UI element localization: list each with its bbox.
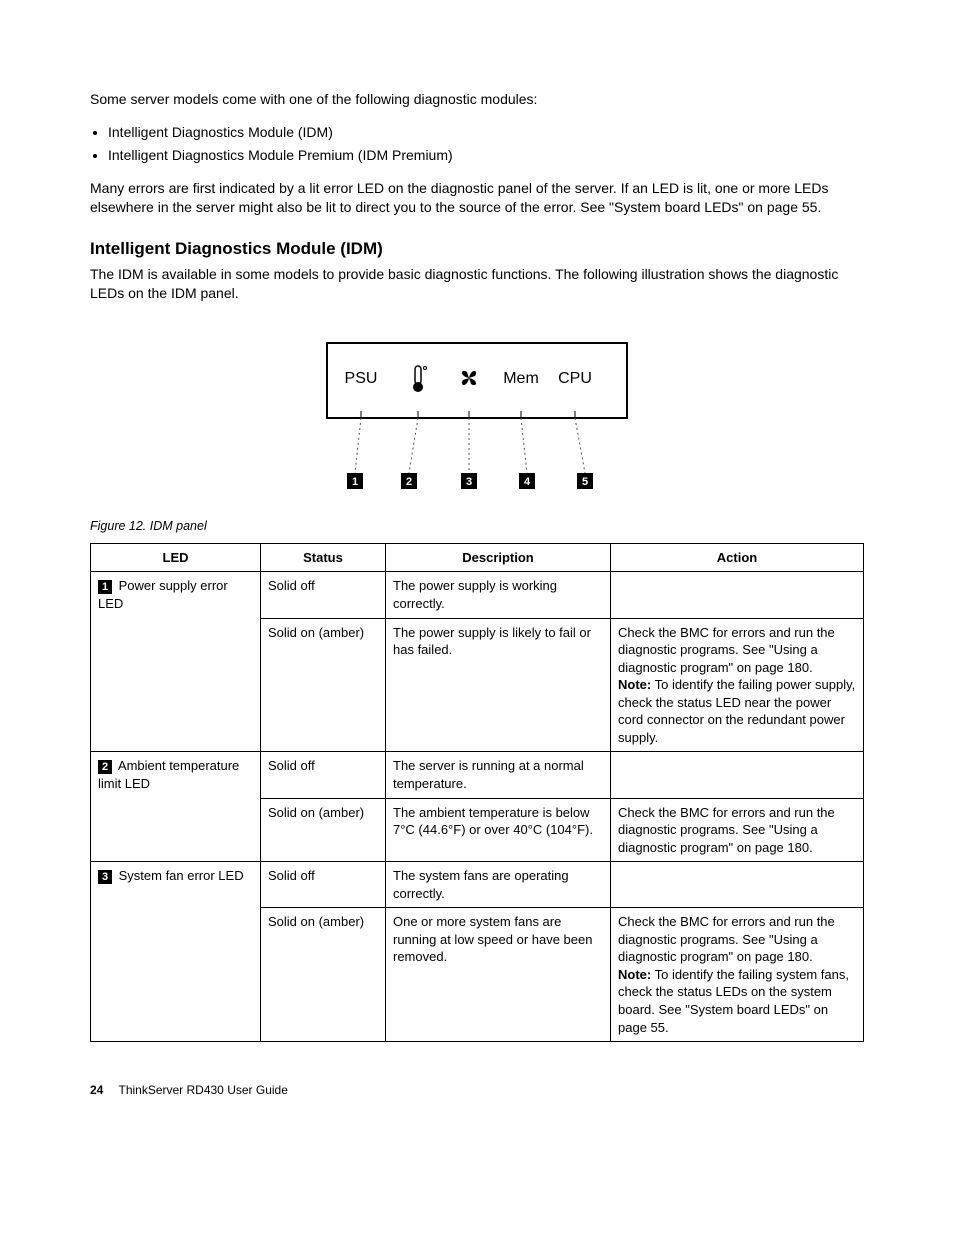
list-item: Intelligent Diagnostics Module Premium (…: [108, 146, 864, 165]
description-cell: The power supply is likely to fail or ha…: [386, 618, 611, 752]
th-action: Action: [611, 543, 864, 572]
action-cell: Check the BMC for errors and run the dia…: [611, 798, 864, 862]
description-cell: The system fans are operating correctly.: [386, 862, 611, 908]
th-led: LED: [91, 543, 261, 572]
led-cell: 1 Power supply error LED: [91, 572, 261, 752]
status-cell: Solid off: [261, 572, 386, 618]
module-list: Intelligent Diagnostics Module (IDM) Int…: [90, 123, 864, 165]
svg-text:Mem: Mem: [503, 370, 539, 387]
doc-title: ThinkServer RD430 User Guide: [118, 1083, 287, 1097]
description-cell: The power supply is working correctly.: [386, 572, 611, 618]
svg-text:3: 3: [466, 476, 472, 488]
led-cell: 3 System fan error LED: [91, 862, 261, 1042]
svg-text:CPU: CPU: [558, 370, 592, 387]
status-cell: Solid off: [261, 862, 386, 908]
errors-paragraph: Many errors are first indicated by a lit…: [90, 179, 864, 217]
svg-text:2: 2: [406, 476, 412, 488]
led-table: LED Status Description Action 1 Power su…: [90, 543, 864, 1042]
description-cell: The server is running at a normal temper…: [386, 752, 611, 798]
th-status: Status: [261, 543, 386, 572]
led-cell: 2 Ambient temperature limit LED: [91, 752, 261, 862]
svg-text:1: 1: [352, 476, 358, 488]
table-header-row: LED Status Description Action: [91, 543, 864, 572]
action-cell: [611, 862, 864, 908]
action-cell: Check the BMC for errors and run the dia…: [611, 618, 864, 752]
callout-number: 1: [98, 580, 112, 594]
page-number: 24: [90, 1083, 103, 1097]
list-item: Intelligent Diagnostics Module (IDM): [108, 123, 864, 142]
svg-text:5: 5: [582, 476, 588, 488]
status-cell: Solid on (amber): [261, 798, 386, 862]
table-row: 1 Power supply error LEDSolid offThe pow…: [91, 572, 864, 618]
section-paragraph: The IDM is available in some models to p…: [90, 265, 864, 303]
status-cell: Solid on (amber): [261, 618, 386, 752]
fan-icon: [462, 371, 476, 385]
svg-text:4: 4: [524, 476, 531, 488]
page-footer: 24 ThinkServer RD430 User Guide: [90, 1082, 864, 1098]
status-cell: Solid on (amber): [261, 908, 386, 1042]
action-cell: [611, 752, 864, 798]
table-row: 2 Ambient temperature limit LEDSolid off…: [91, 752, 864, 798]
table-row: 3 System fan error LEDSolid offThe syste…: [91, 862, 864, 908]
idm-panel-figure: PSU Mem CPU: [90, 333, 864, 508]
callout-number: 3: [98, 870, 112, 884]
description-cell: One or more system fans are running at l…: [386, 908, 611, 1042]
idm-panel-diagram: PSU Mem CPU: [317, 333, 637, 503]
action-cell: [611, 572, 864, 618]
thermometer-icon: [413, 366, 427, 392]
intro-paragraph: Some server models come with one of the …: [90, 90, 864, 109]
status-cell: Solid off: [261, 752, 386, 798]
figure-caption: Figure 12. IDM panel: [90, 518, 864, 535]
action-cell: Check the BMC for errors and run the dia…: [611, 908, 864, 1042]
description-cell: The ambient temperature is below 7°C (44…: [386, 798, 611, 862]
section-heading: Intelligent Diagnostics Module (IDM): [90, 238, 864, 261]
callout-number: 2: [98, 760, 112, 774]
th-desc: Description: [386, 543, 611, 572]
svg-text:PSU: PSU: [345, 370, 378, 387]
